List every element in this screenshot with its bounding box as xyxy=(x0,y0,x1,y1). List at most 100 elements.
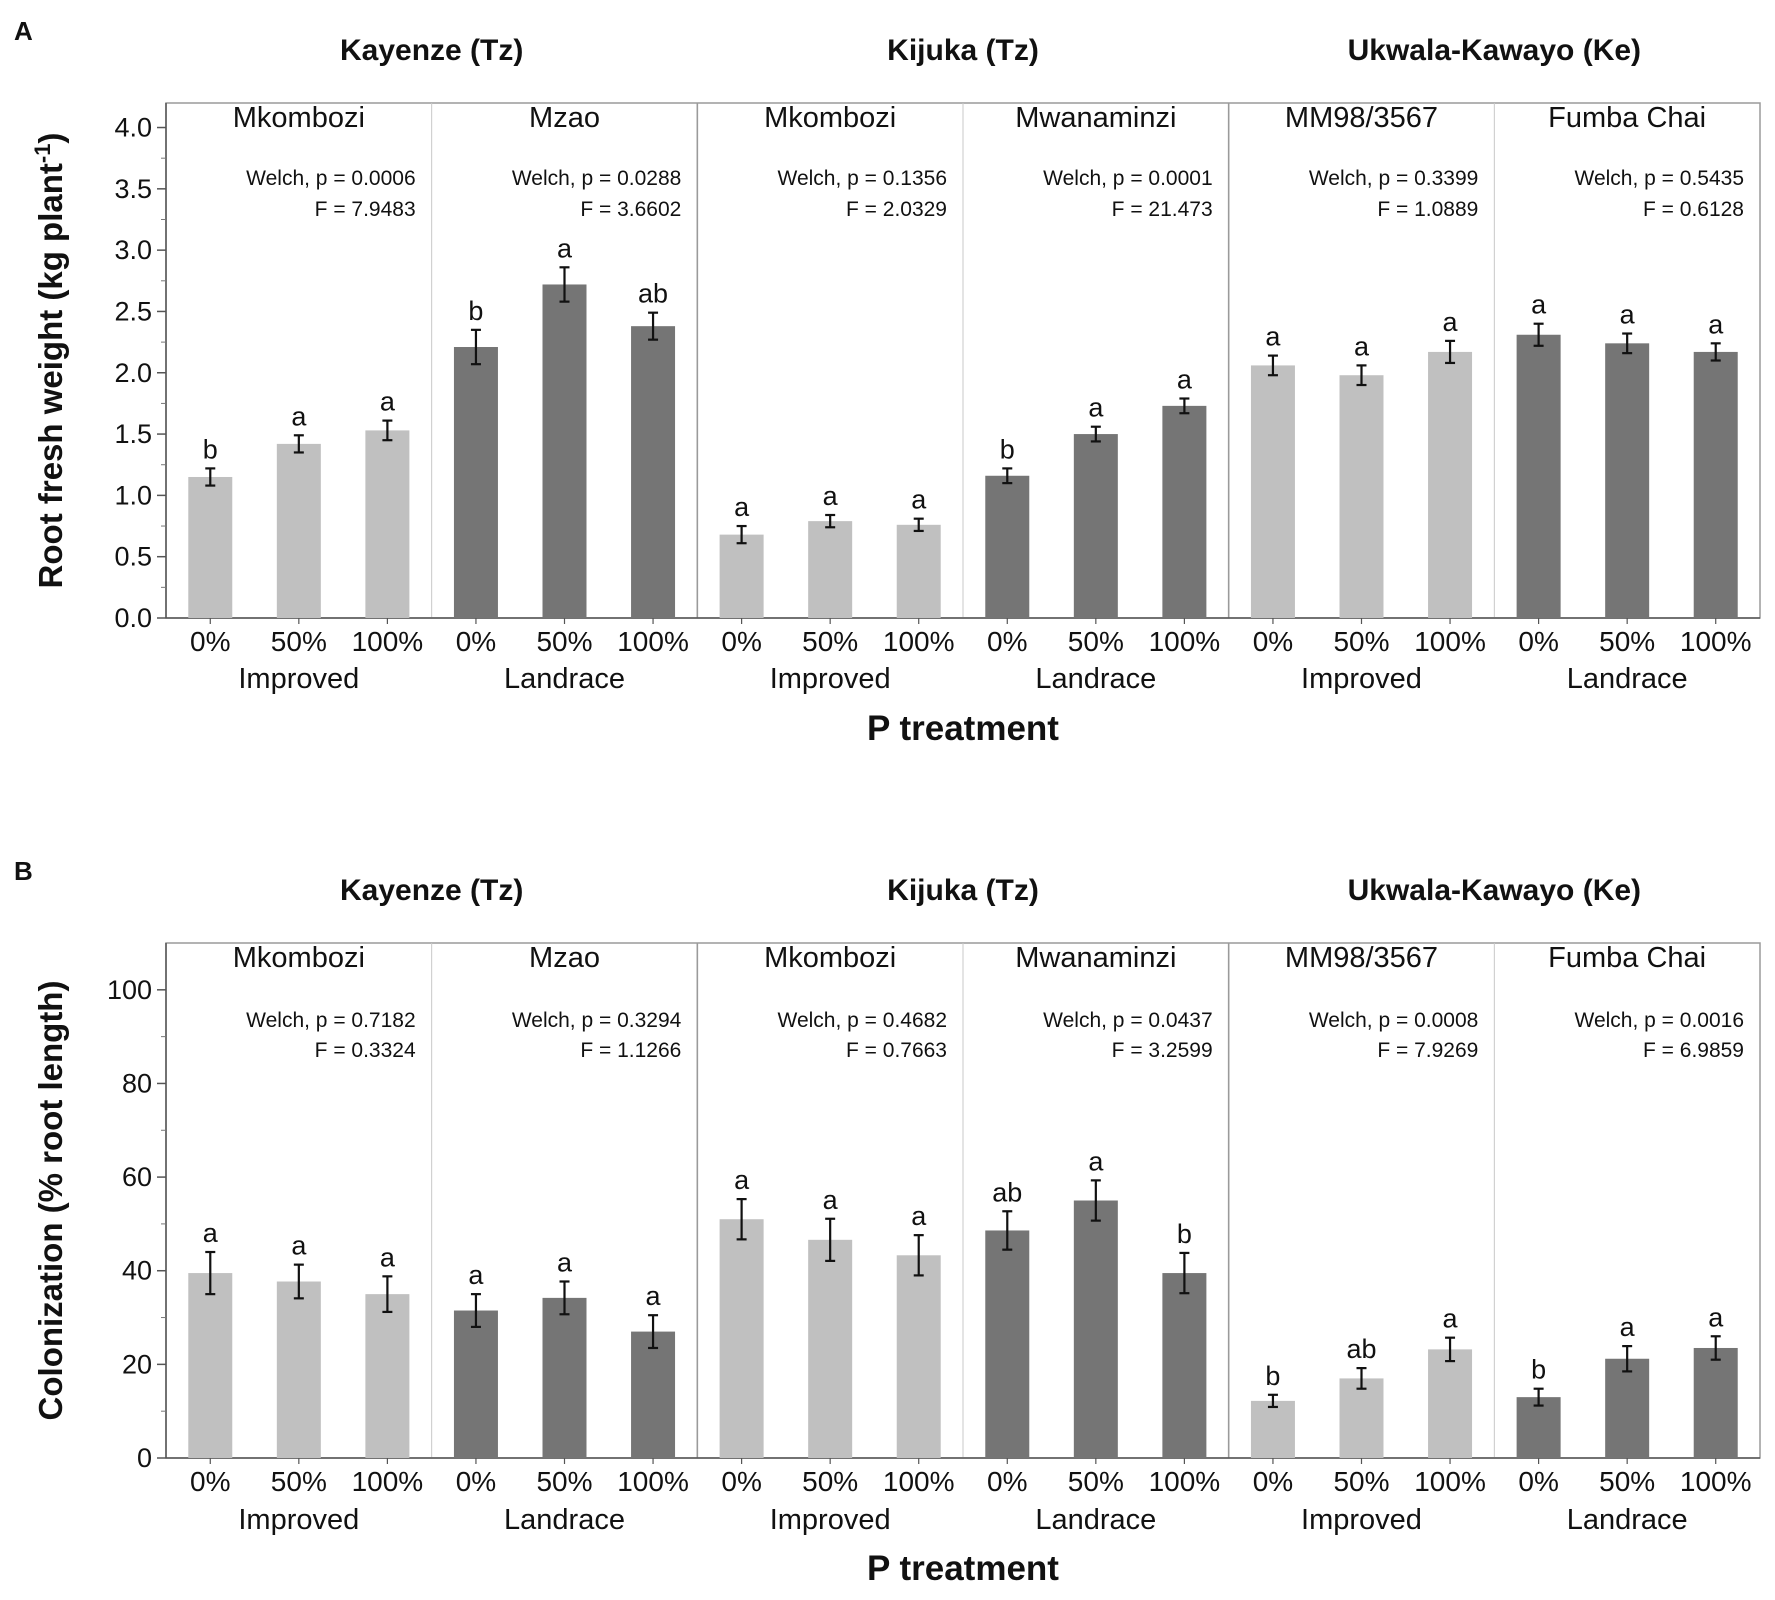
x-tick-label: 0% xyxy=(1518,626,1558,657)
x-tick-label: 100% xyxy=(1149,1466,1221,1497)
f-stat: F = 7.9483 xyxy=(315,198,416,221)
y-tick-label: 1.0 xyxy=(114,480,152,510)
bar xyxy=(1073,1200,1118,1458)
significance-letter: b xyxy=(1177,1219,1192,1249)
x-tick-label: 50% xyxy=(536,1466,592,1497)
x-axis-label: P treatment xyxy=(867,1549,1059,1588)
bar xyxy=(542,1297,587,1458)
variety-label: MM98/3567 xyxy=(1285,942,1438,974)
f-stat: F = 21.473 xyxy=(1112,198,1213,221)
y-axis-label-superscript: -1 xyxy=(30,144,55,164)
variety-label: Mwanaminzi xyxy=(1015,942,1176,974)
bar xyxy=(808,1239,853,1458)
significance-letter: ab xyxy=(992,1177,1022,1207)
x-tick-label: 0% xyxy=(721,1466,761,1497)
x-tick-label: 50% xyxy=(1068,626,1124,657)
variety-label: Mkombozi xyxy=(233,942,365,974)
bar xyxy=(1073,434,1118,618)
welch-stat: Welch, p = 0.0001 xyxy=(1043,167,1212,190)
chart-panel-a: A Kayenze (Tz) Kijuka (Tz) Ukwala-Kawayo (K… xyxy=(14,16,1761,748)
group-2: Mkombozi Welch, p = 0.1356 F = 2.0329 a 0% a 5… xyxy=(719,102,955,695)
bar xyxy=(1162,405,1207,618)
significance-letter: a xyxy=(557,1247,573,1277)
variety-type-label: Improved xyxy=(1301,1504,1422,1536)
significance-letter: a xyxy=(380,1242,396,1272)
x-tick-label: 0% xyxy=(190,626,230,657)
significance-letter: a xyxy=(291,401,307,431)
group-4: MM98/3567 Welch, p = 0.0008 F = 7.9269 b 0% a… xyxy=(1250,942,1486,1536)
significance-letter: a xyxy=(734,492,750,522)
f-stat: F = 1.0889 xyxy=(1377,198,1478,221)
bar xyxy=(1428,1349,1473,1458)
f-stat: F = 6.9859 xyxy=(1643,1039,1744,1062)
bar xyxy=(985,1230,1030,1458)
significance-letter: ab xyxy=(638,279,668,309)
bar xyxy=(542,284,587,618)
bar xyxy=(276,443,321,618)
y-tick-label: 0 xyxy=(137,1443,152,1473)
bar xyxy=(896,524,941,618)
x-tick-label: 0% xyxy=(190,1466,230,1497)
significance-letter: a xyxy=(1354,331,1370,361)
group-0: Mkombozi Welch, p = 0.7182 F = 0.3324 a 0% a 5… xyxy=(188,942,423,1536)
variety-type-label: Landrace xyxy=(1567,1504,1688,1536)
significance-letter: a xyxy=(911,1201,927,1231)
site-title: Kijuka (Tz) xyxy=(887,34,1039,67)
welch-stat: Welch, p = 0.0288 xyxy=(512,167,681,190)
f-stat: F = 2.0329 xyxy=(846,198,947,221)
bar xyxy=(453,1310,498,1458)
x-tick-label: 50% xyxy=(802,626,858,657)
variety-label: Mkombozi xyxy=(764,102,896,134)
site-title: Kijuka (Tz) xyxy=(887,874,1039,907)
x-tick-label: 50% xyxy=(536,626,592,657)
variety-type-label: Improved xyxy=(1301,663,1422,695)
group-3: Mwanaminzi Welch, p = 0.0001 F = 21.473 b 0%… xyxy=(985,102,1220,695)
significance-letter: a xyxy=(1620,300,1636,330)
y-tick-label: 100 xyxy=(107,975,152,1005)
bar xyxy=(276,1281,321,1458)
variety-label: Mzao xyxy=(529,942,600,974)
x-tick-label: 100% xyxy=(617,1466,689,1497)
x-tick-label: 50% xyxy=(1599,1466,1655,1497)
x-tick-label: 0% xyxy=(721,626,761,657)
y-axis-label-text: Root fresh weight (kg plant xyxy=(32,163,69,588)
significance-letter: a xyxy=(1443,1304,1459,1334)
x-tick-label: 50% xyxy=(1333,626,1389,657)
y-tick-label: 4.0 xyxy=(114,113,152,143)
bar xyxy=(1162,1273,1207,1458)
x-tick-label: 100% xyxy=(1414,626,1486,657)
bar xyxy=(985,475,1030,618)
x-tick-label: 100% xyxy=(1414,1466,1486,1497)
x-tick-label: 50% xyxy=(1599,626,1655,657)
bar xyxy=(808,521,853,618)
significance-letter: a xyxy=(911,485,927,515)
bar xyxy=(453,347,498,618)
x-tick-label: 100% xyxy=(1149,626,1221,657)
significance-letter: a xyxy=(1265,322,1281,352)
x-tick-label: 50% xyxy=(1333,1466,1389,1497)
significance-letter: b xyxy=(1265,1361,1280,1391)
f-stat: F = 3.6602 xyxy=(580,198,681,221)
significance-letter: b xyxy=(203,434,218,464)
significance-letter: a xyxy=(380,387,396,417)
x-tick-label: 0% xyxy=(456,1466,496,1497)
site-title: Kayenze (Tz) xyxy=(340,874,523,907)
f-stat: F = 7.9269 xyxy=(1377,1039,1478,1062)
x-tick-label: 0% xyxy=(1518,1466,1558,1497)
welch-stat: Welch, p = 0.0016 xyxy=(1575,1009,1744,1032)
x-tick-label: 0% xyxy=(987,1466,1027,1497)
significance-letter: b xyxy=(468,296,483,326)
y-tick-label: 0.0 xyxy=(114,603,152,633)
bar xyxy=(1516,1397,1561,1458)
variety-type-label: Improved xyxy=(770,1504,891,1536)
significance-letter: a xyxy=(1177,365,1193,395)
welch-stat: Welch, p = 0.3294 xyxy=(512,1009,682,1032)
bar xyxy=(719,534,764,618)
bar xyxy=(1250,365,1295,618)
x-tick-label: 50% xyxy=(271,1466,327,1497)
variety-label: MM98/3567 xyxy=(1285,102,1438,134)
x-tick-label: 0% xyxy=(1253,626,1293,657)
y-axis-label-close: ) xyxy=(32,133,69,144)
significance-letter: a xyxy=(1443,307,1459,337)
